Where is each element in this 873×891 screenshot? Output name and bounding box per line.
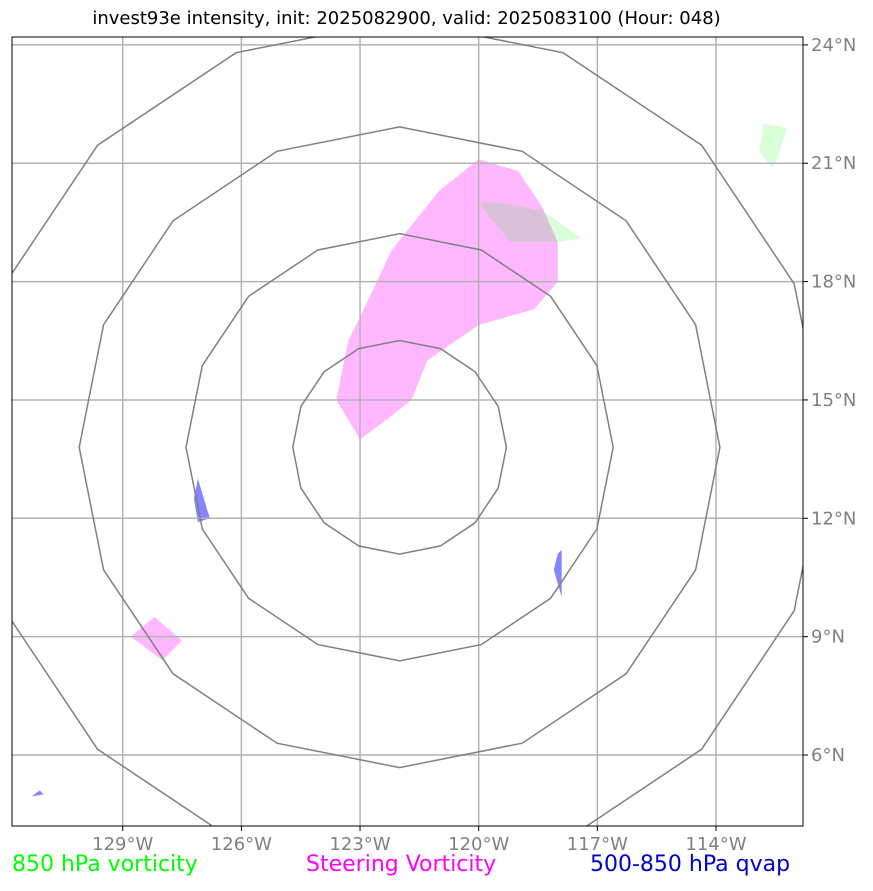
region-steering_small-2 (130, 616, 183, 661)
map-frame (11, 36, 804, 827)
region-vort850-4 (759, 123, 788, 168)
distance-ring-0 (292, 339, 508, 555)
region-vort850-3 (478, 202, 582, 243)
lat-tick-label-2: 18°N (811, 272, 856, 293)
lat-tick-label-0: 24°N (811, 35, 856, 56)
region-steering_full-1 (336, 159, 558, 440)
lat-tick-label-4: 12°N (811, 508, 856, 529)
lat-tick-label-5: 9°N (811, 627, 845, 648)
lon-tick-label-4: 117°W (567, 834, 628, 855)
distance-ring-2 (78, 126, 721, 769)
region-qvap-5 (193, 478, 210, 523)
legend-qvap: 500-850 hPa qvap (590, 852, 791, 877)
distance-ring-3 (12, 37, 803, 826)
region-qvap-7 (31, 790, 44, 797)
lon-tick-label-3: 120°W (448, 834, 509, 855)
legend-850hpa-vorticity: 850 hPa vorticity (12, 852, 198, 877)
lon-tick-label-5: 114°W (685, 834, 746, 855)
map-title: invest93e intensity, init: 2025082900, v… (92, 8, 721, 29)
region-qvap-6 (553, 549, 562, 598)
lat-tick-label-1: 21°N (811, 153, 856, 174)
lon-tick-label-2: 123°W (329, 834, 390, 855)
lon-tick-label-1: 126°W (211, 834, 272, 855)
distance-ring-1 (185, 232, 614, 662)
lat-tick-label-6: 6°N (811, 745, 845, 766)
lon-tick-label-0: 129°W (92, 834, 153, 855)
lat-tick-label-3: 15°N (811, 390, 856, 411)
legend-steering-vorticity: Steering Vorticity (306, 852, 497, 877)
